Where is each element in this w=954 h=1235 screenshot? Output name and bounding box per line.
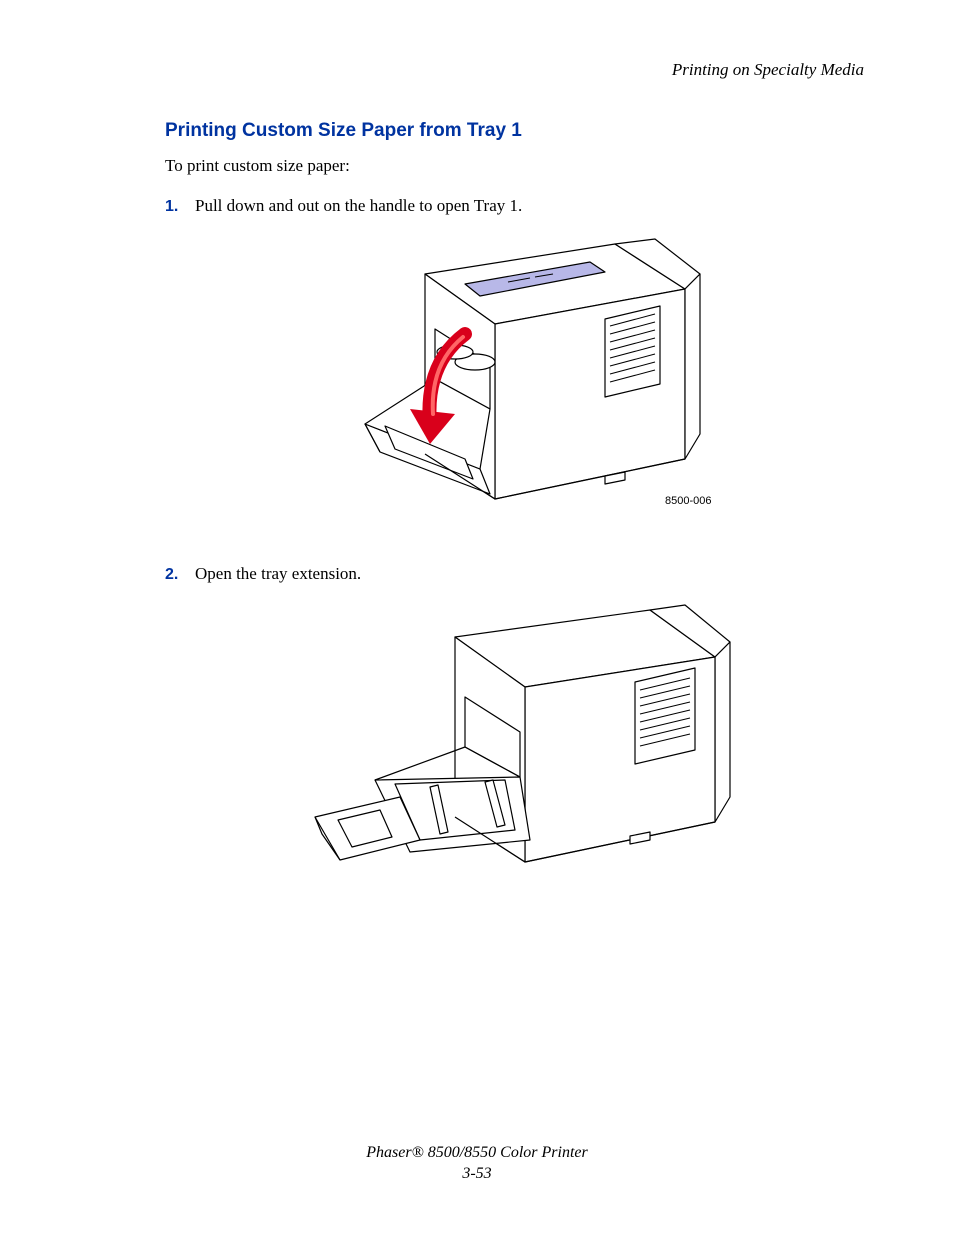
- step-2: 2. Open the tray extension.: [165, 564, 864, 584]
- step-1: 1. Pull down and out on the handle to op…: [165, 196, 864, 216]
- step-text: Pull down and out on the handle to open …: [195, 196, 522, 216]
- section-heading: Printing Custom Size Paper from Tray 1: [165, 120, 864, 142]
- step-text: Open the tray extension.: [195, 564, 361, 584]
- footer-page-number: 3-53: [0, 1164, 954, 1185]
- intro-text: To print custom size paper:: [165, 156, 864, 176]
- step-number: 2.: [165, 566, 195, 584]
- page-footer: Phaser® 8500/8550 Color Printer 3-53: [0, 1143, 954, 1185]
- figure-1: 8500-006: [165, 234, 864, 534]
- step-number: 1.: [165, 198, 195, 216]
- footer-product: Phaser® 8500/8550 Color Printer: [0, 1143, 954, 1164]
- running-header: Printing on Specialty Media: [165, 60, 864, 80]
- figure-2: [165, 602, 864, 912]
- figure-label: 8500-006: [665, 495, 712, 507]
